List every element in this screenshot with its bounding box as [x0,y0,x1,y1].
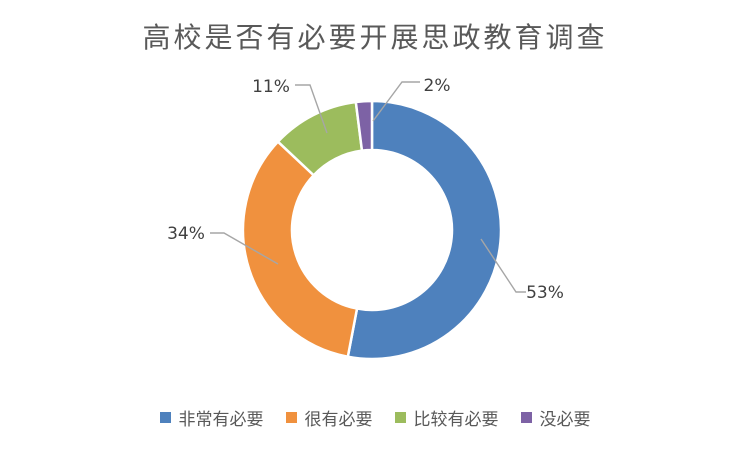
legend-item: 没必要 [520,405,591,430]
donut-slice-3 [354,99,374,152]
donut-slice-0 [346,99,503,361]
leader-line [210,232,279,265]
legend-label: 没必要 [539,410,591,430]
legend-item: 很有必要 [285,405,373,430]
legend-label: 比较有必要 [413,410,499,430]
leader-line [295,84,328,134]
legend-swatch-icon [520,412,532,423]
legend-item: 比较有必要 [394,405,499,430]
donut-slice-1 [241,140,359,358]
legend-item: 非常有必要 [159,405,264,430]
chart-title: 高校是否有必要开展思政教育调查 [142,21,608,54]
legend-swatch-icon [394,412,406,423]
leader-line [372,81,420,122]
legend-swatch-icon [159,412,171,423]
legend-swatch-icon [285,412,297,423]
leader-line [480,238,526,293]
chart-legend: 非常有必要 很有必要 比较有必要 没必要 [0,405,750,430]
legend-label: 非常有必要 [178,410,264,430]
legend-label: 很有必要 [304,410,373,430]
